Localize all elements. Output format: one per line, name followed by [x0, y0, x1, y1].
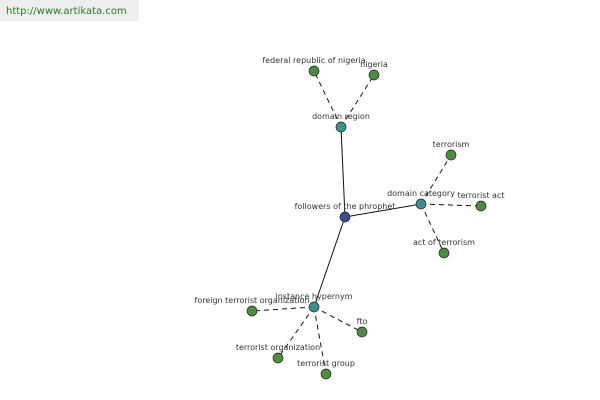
node-label: federal republic of nigeria — [262, 56, 365, 65]
node-label: instance hypernym — [276, 292, 353, 301]
node — [339, 211, 351, 223]
node — [308, 301, 320, 313]
edge — [313, 306, 363, 333]
edge — [340, 126, 346, 218]
node — [308, 65, 320, 77]
node-label: terrorist act — [457, 191, 504, 200]
edge — [420, 203, 482, 207]
edge — [251, 306, 315, 312]
node — [445, 149, 457, 161]
edge — [313, 70, 342, 128]
edge — [420, 154, 452, 205]
edge — [313, 306, 327, 375]
node-label: fto — [357, 317, 368, 326]
node — [356, 326, 368, 338]
node — [246, 305, 258, 317]
node-label: foreign terrorist organization — [195, 296, 310, 305]
header-url[interactable]: http://www.artikata.com — [6, 6, 127, 17]
node — [272, 352, 284, 364]
node-label: followers of the phrophet — [295, 202, 396, 211]
edges — [251, 70, 482, 375]
edge — [340, 74, 375, 128]
node-label: domain category — [387, 189, 455, 198]
node — [335, 121, 347, 133]
node — [320, 368, 332, 380]
edge — [344, 203, 422, 218]
nodes: followers of the phrophet domain region fe… — [195, 56, 505, 380]
node-label: terrorist group — [297, 359, 355, 368]
node-label: act of terrorism — [413, 238, 475, 247]
node-label: terrorism — [433, 140, 470, 149]
header-box — [0, 0, 139, 21]
edge — [420, 203, 445, 254]
node-label: domain region — [312, 112, 370, 121]
node — [475, 200, 487, 212]
node — [415, 198, 427, 210]
node-label: nigeria — [360, 60, 388, 69]
node — [368, 69, 380, 81]
edge — [313, 216, 346, 308]
node-label: terrorist organization — [236, 343, 320, 352]
node — [438, 247, 450, 259]
edge — [277, 306, 315, 359]
